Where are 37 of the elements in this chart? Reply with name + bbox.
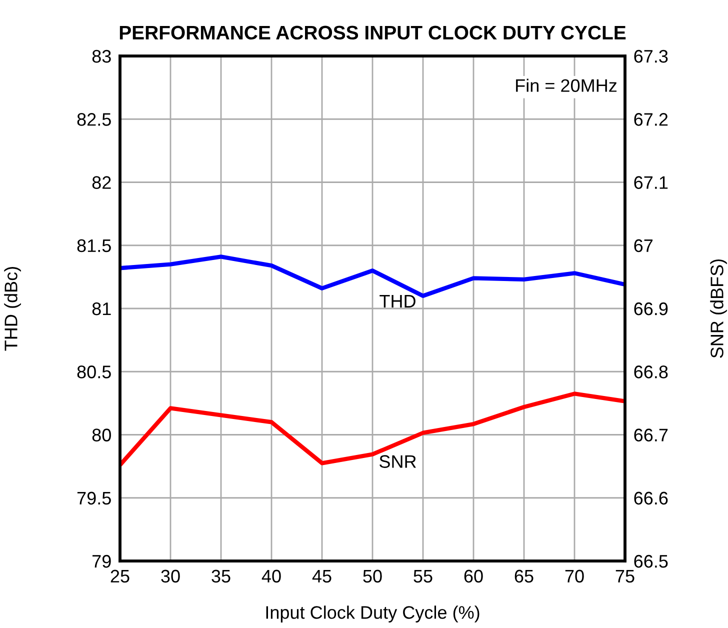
y2-tick-label: 66.6 xyxy=(634,492,668,505)
x-axis-title: Input Clock Duty Cycle (%) xyxy=(266,606,480,622)
x-tick-label: 70 xyxy=(565,570,584,583)
y2-tick-label: 66.7 xyxy=(634,428,668,442)
y-tick-label: 82 xyxy=(92,176,111,189)
y2-tick-label: 67.3 xyxy=(634,50,668,63)
series-label: THD xyxy=(380,295,416,308)
y-tick-label: 80.5 xyxy=(77,366,111,378)
x-tick-label: 30 xyxy=(161,570,180,583)
chart-title: PERFORMANCE ACROSS INPUT CLOCK DUTY CYCLE xyxy=(120,26,626,40)
y2-tick-label: 67.2 xyxy=(634,113,668,126)
y2-tick-label: 66.8 xyxy=(634,366,668,378)
x-tick-label: 75 xyxy=(616,570,634,583)
y2-tick-label: 66.5 xyxy=(634,554,668,568)
y-tick-label: 79 xyxy=(92,554,111,568)
x-tick-label: 65 xyxy=(514,570,534,583)
x-tick-label: 45 xyxy=(312,570,332,583)
series-label: SNR xyxy=(380,455,416,468)
y-tick-label: 81.5 xyxy=(77,239,111,252)
line-series xyxy=(120,392,625,468)
y-axis-title: THD (dBc) xyxy=(4,266,21,351)
y-tick-label: 81 xyxy=(92,302,111,316)
y-tick-label: 79.5 xyxy=(77,492,111,505)
y-tick-label: 83 xyxy=(92,50,111,63)
x-tick-label: 55 xyxy=(414,570,432,583)
x-tick-label: 35 xyxy=(212,570,230,583)
x-tick-label: 25 xyxy=(110,570,130,583)
y2-tick-label: 67.1 xyxy=(634,176,668,189)
x-tick-label: 60 xyxy=(464,570,483,583)
annotation: Fin = 20MHz xyxy=(516,78,617,92)
y2-tick-label: 67 xyxy=(634,239,653,252)
y2-tick-label: 66.9 xyxy=(634,302,668,316)
y2-axis-title: SNR (dBFS) xyxy=(710,259,727,358)
y-tick-label: 80 xyxy=(92,428,111,442)
x-tick-label: 40 xyxy=(262,570,281,583)
y-tick-label: 82.5 xyxy=(77,113,111,126)
x-tick-label: 50 xyxy=(363,570,382,583)
